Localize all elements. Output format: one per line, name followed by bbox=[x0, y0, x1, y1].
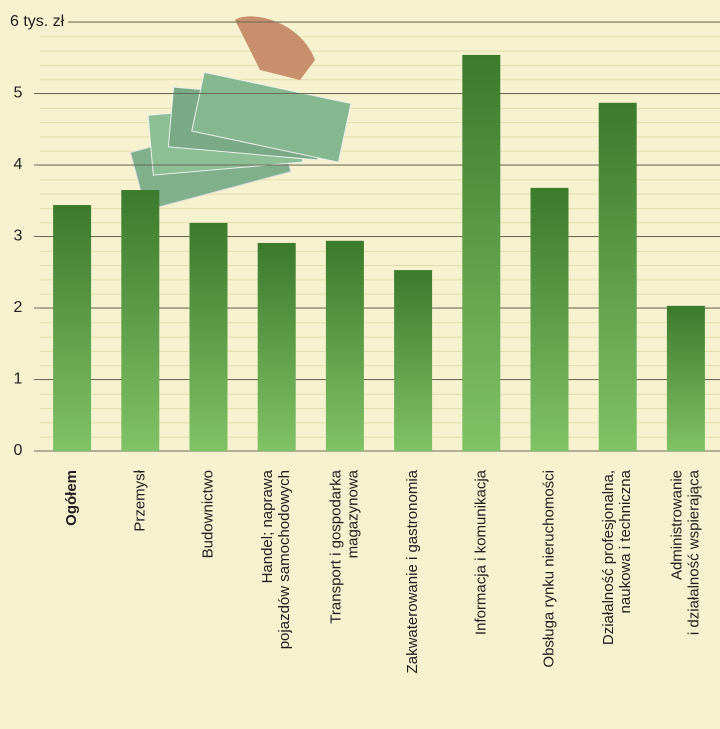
bar bbox=[189, 222, 228, 451]
x-tick-label-line: Informacja i komunikacja bbox=[472, 469, 489, 635]
y-tick-label: 6 tys. zł bbox=[10, 13, 65, 30]
x-tick-label-line: Obsługa rynku nieruchomości bbox=[540, 470, 557, 668]
x-tick-label: Działalność profesjonalna,naukowa i tech… bbox=[600, 469, 634, 645]
x-tick-label-line: Handel; naprawa bbox=[259, 469, 276, 583]
x-tick-label: Zakwaterowanie i gastronomia bbox=[404, 469, 421, 673]
y-tick-label: 2 bbox=[14, 299, 23, 316]
x-tick-label-line: naukowa i techniczna bbox=[617, 469, 634, 613]
x-tick-label-line: Ogółem bbox=[63, 470, 80, 526]
bar bbox=[257, 242, 296, 451]
x-tick-label-line: magazynowa bbox=[344, 469, 361, 558]
x-tick-label-line: Administrowanie bbox=[668, 470, 685, 580]
x-tick-label-line: Przemysł bbox=[131, 469, 148, 531]
x-tick-label-line: Zakwaterowanie i gastronomia bbox=[404, 469, 421, 673]
bar bbox=[394, 270, 433, 451]
x-tick-label-line: Budownictwo bbox=[199, 470, 216, 558]
y-tick-label: 5 bbox=[14, 85, 23, 102]
banknotes-illustration bbox=[129, 16, 352, 212]
x-tick-label: Ogółem bbox=[63, 470, 80, 526]
x-tick-label-line: i działalność wspierająca bbox=[685, 469, 702, 635]
bar bbox=[530, 187, 569, 451]
x-tick-label: Przemysł bbox=[131, 469, 148, 531]
bar bbox=[53, 205, 92, 451]
x-tick-label: Budownictwo bbox=[199, 470, 216, 558]
bar bbox=[325, 240, 364, 451]
y-tick-label: 4 bbox=[14, 156, 23, 173]
bar bbox=[598, 102, 637, 452]
x-tick-label-line: Transport i gospodarka bbox=[327, 469, 344, 623]
x-tick-label: Transport i gospodarkamagazynowa bbox=[327, 469, 361, 623]
x-tick-label: Handel; naprawapojazdów samochodowych bbox=[259, 469, 293, 649]
x-tick-label-line: pojazdów samochodowych bbox=[276, 470, 293, 649]
bar bbox=[121, 190, 160, 451]
x-tick-label-line: Działalność profesjonalna, bbox=[600, 470, 617, 645]
y-tick-label: 0 bbox=[14, 442, 23, 459]
x-tick-label: Informacja i komunikacja bbox=[472, 469, 489, 635]
bar bbox=[666, 305, 705, 451]
y-tick-label: 3 bbox=[14, 228, 23, 245]
y-tick-label: 1 bbox=[14, 371, 23, 388]
x-tick-label: Administrowaniei działalność wspierająca bbox=[668, 469, 702, 635]
x-tick-label: Obsługa rynku nieruchomości bbox=[540, 470, 557, 668]
bar bbox=[462, 54, 501, 451]
